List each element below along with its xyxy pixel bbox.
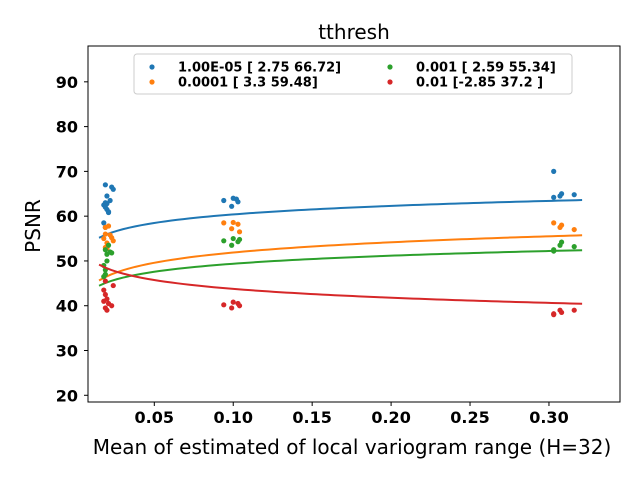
data-point xyxy=(104,296,110,302)
data-point xyxy=(102,247,108,253)
data-point xyxy=(558,222,565,228)
series-1 xyxy=(98,219,583,282)
data-point xyxy=(551,248,557,254)
data-point xyxy=(105,209,112,215)
data-point xyxy=(105,242,112,248)
data-point xyxy=(110,186,116,192)
data-point xyxy=(221,220,227,226)
data-point xyxy=(221,197,227,204)
data-point xyxy=(109,303,115,309)
y-axis-label: PSNR xyxy=(21,199,45,253)
data-point xyxy=(101,274,107,280)
legend-marker xyxy=(387,64,393,70)
y-tick-label: 20 xyxy=(56,386,78,405)
x-tick-label: 0.30 xyxy=(529,408,568,427)
x-tick-label: 0.15 xyxy=(292,408,331,427)
data-point xyxy=(102,231,108,237)
data-point xyxy=(551,194,557,200)
data-point xyxy=(236,303,243,309)
data-point xyxy=(571,244,577,250)
data-point xyxy=(230,219,236,226)
x-axis-label: Mean of estimated of local variogram ran… xyxy=(93,435,612,459)
legend-marker xyxy=(149,64,155,70)
data-point xyxy=(558,191,565,197)
legend-marker xyxy=(387,79,393,85)
legend-box xyxy=(133,53,573,95)
legend-label: 0.01 [-2.85 37.2 ] xyxy=(416,76,543,91)
x-tick-label: 0.10 xyxy=(213,408,252,427)
y-tick-label: 40 xyxy=(56,297,78,316)
data-point xyxy=(229,305,235,311)
y-tick-label: 70 xyxy=(56,162,78,181)
data-point xyxy=(110,282,116,289)
data-point xyxy=(102,278,108,284)
x-tick-label: 0.25 xyxy=(450,408,489,427)
data-point xyxy=(105,223,112,229)
data-point xyxy=(558,239,565,245)
data-point xyxy=(236,229,243,235)
plot-content xyxy=(98,168,583,318)
plot-frame xyxy=(87,45,621,403)
data-point xyxy=(102,182,108,188)
data-point xyxy=(221,238,227,244)
data-point xyxy=(551,220,557,226)
y-tick-label: 30 xyxy=(56,342,78,361)
data-point xyxy=(104,258,110,264)
fit-line xyxy=(98,249,583,287)
data-point xyxy=(235,199,241,205)
legend-label: 0.0001 [ 3.3 59.48] xyxy=(178,76,318,91)
data-point xyxy=(104,201,110,207)
data-point xyxy=(571,192,577,198)
y-tick-label: 90 xyxy=(56,73,78,92)
fit-line xyxy=(98,199,583,239)
fit-line xyxy=(98,234,583,282)
data-point xyxy=(109,250,115,256)
data-point xyxy=(558,309,565,316)
data-point xyxy=(101,287,107,293)
x-tick-label: 0.05 xyxy=(135,408,174,427)
y-tick-label: 80 xyxy=(56,118,78,137)
legend-label: 0.001 [ 2.59 55.34] xyxy=(416,61,556,76)
data-point xyxy=(221,302,227,308)
data-point xyxy=(235,221,241,227)
data-point xyxy=(571,226,577,233)
data-point xyxy=(101,235,107,242)
legend: 1.00E-05 [ 2.75 66.72]0.0001 [ 3.3 59.48… xyxy=(133,53,573,95)
data-point xyxy=(571,307,577,313)
y-tick-label: 50 xyxy=(56,252,78,271)
data-point xyxy=(229,242,235,248)
x-tick-label: 0.20 xyxy=(371,408,410,427)
data-point xyxy=(101,220,107,226)
data-point xyxy=(551,168,557,174)
data-point xyxy=(230,235,236,242)
series-2 xyxy=(98,235,583,287)
data-point xyxy=(551,312,557,318)
data-point xyxy=(107,197,113,204)
series-0 xyxy=(98,168,583,239)
data-point xyxy=(104,307,110,313)
data-point xyxy=(236,236,243,243)
data-point xyxy=(104,193,110,199)
legend-label: 1.00E-05 [ 2.75 66.72] xyxy=(178,61,341,76)
data-point xyxy=(229,203,235,209)
fit-line xyxy=(98,263,583,305)
y-tick-label: 60 xyxy=(56,207,78,226)
chart-title: tthresh xyxy=(318,20,390,44)
data-point xyxy=(230,299,236,305)
series-3 xyxy=(98,263,583,318)
data-point xyxy=(229,226,235,232)
axes-ticks: 0.05 0.10 0.15 0.20 0.25 0.30 20 30 40 50 60 70 80 90 xyxy=(56,73,569,427)
legend-marker xyxy=(149,79,155,85)
data-point xyxy=(102,291,108,298)
data-point xyxy=(110,238,116,244)
